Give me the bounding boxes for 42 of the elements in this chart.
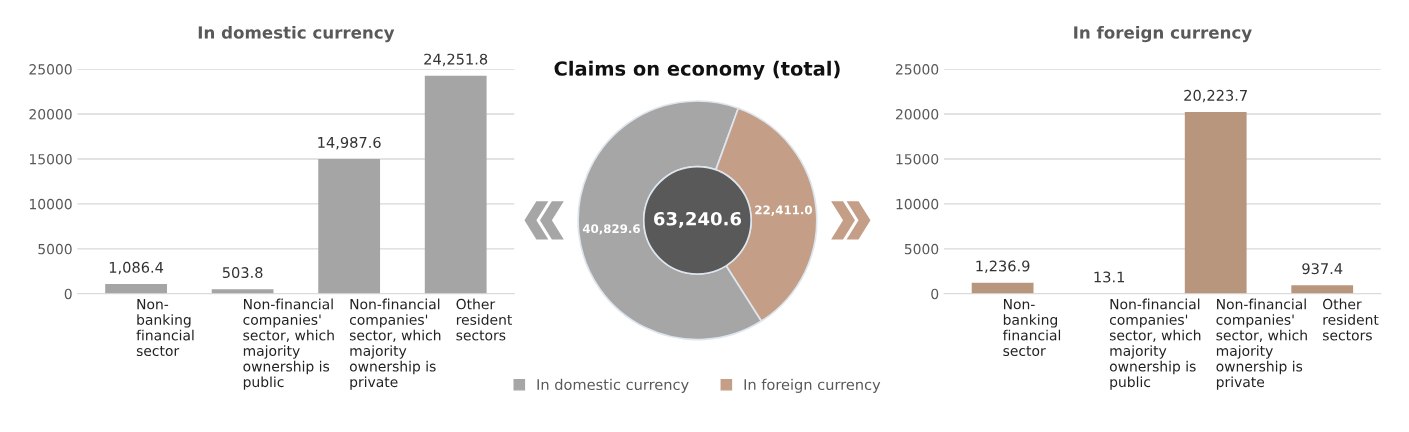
data-label: 40,829.6 xyxy=(582,224,640,235)
y-tick-label: 0 xyxy=(931,288,939,300)
y-tick-label: 15000 xyxy=(29,153,72,165)
bar xyxy=(424,75,487,294)
y-tick-label: 10000 xyxy=(29,198,72,210)
legend-label: In foreign currency xyxy=(744,378,881,393)
bar xyxy=(105,284,167,294)
data-label: 1,236.9 xyxy=(976,260,1030,273)
x-tick-label: Other resident sectors xyxy=(1322,298,1379,341)
y-tick-label: 5000 xyxy=(904,243,939,255)
bar xyxy=(1184,112,1247,294)
y-tick-label: 25000 xyxy=(896,64,939,75)
legend-label: In domestic currency xyxy=(537,378,689,393)
y-tick-label: 5000 xyxy=(38,243,72,255)
data-label: 24,251.8 xyxy=(424,53,488,67)
chart-title: In domestic currency xyxy=(198,25,395,43)
y-tick-label: 25000 xyxy=(29,64,72,75)
x-tick-label: Non- banking financial sector xyxy=(1002,299,1061,357)
data-label: 14,987.6 xyxy=(318,136,381,150)
data-label: 503.8 xyxy=(222,267,263,279)
y-tick-label: 0 xyxy=(64,288,72,300)
x-tick-label: Non-financial companies' sector, which majority ownership is public xyxy=(1109,298,1201,390)
bar xyxy=(318,159,381,294)
y-tick-label: 10000 xyxy=(896,198,939,210)
data-label: 13.1 xyxy=(1094,271,1125,283)
data-label: 1,086.4 xyxy=(109,261,164,275)
x-tick-label: Other resident sectors xyxy=(456,298,513,341)
x-tick-label: Non-financial companies' sector, which majority ownership is private xyxy=(1216,298,1307,390)
data-label: 937.4 xyxy=(1302,263,1343,275)
data-label: 22,411.0 xyxy=(755,205,813,216)
y-tick-label: 20000 xyxy=(896,109,939,120)
y-tick-label: 15000 xyxy=(896,153,939,165)
x-tick-label: Non- banking financial sector xyxy=(136,299,194,357)
bar xyxy=(971,282,1034,294)
chart-title: In foreign currency xyxy=(1074,25,1252,43)
y-tick-label: 20000 xyxy=(29,109,72,120)
x-tick-label: Non-financial companies' sector, which majority ownership is public xyxy=(243,298,334,390)
chart-title: Claims on economy (total) xyxy=(554,60,840,80)
text: 63,240.6 xyxy=(654,211,742,228)
data-label: 20,223.7 xyxy=(1184,89,1247,103)
bar xyxy=(1291,285,1354,294)
x-tick-label: Non-financial companies' sector, which majority ownership is private xyxy=(349,298,441,390)
